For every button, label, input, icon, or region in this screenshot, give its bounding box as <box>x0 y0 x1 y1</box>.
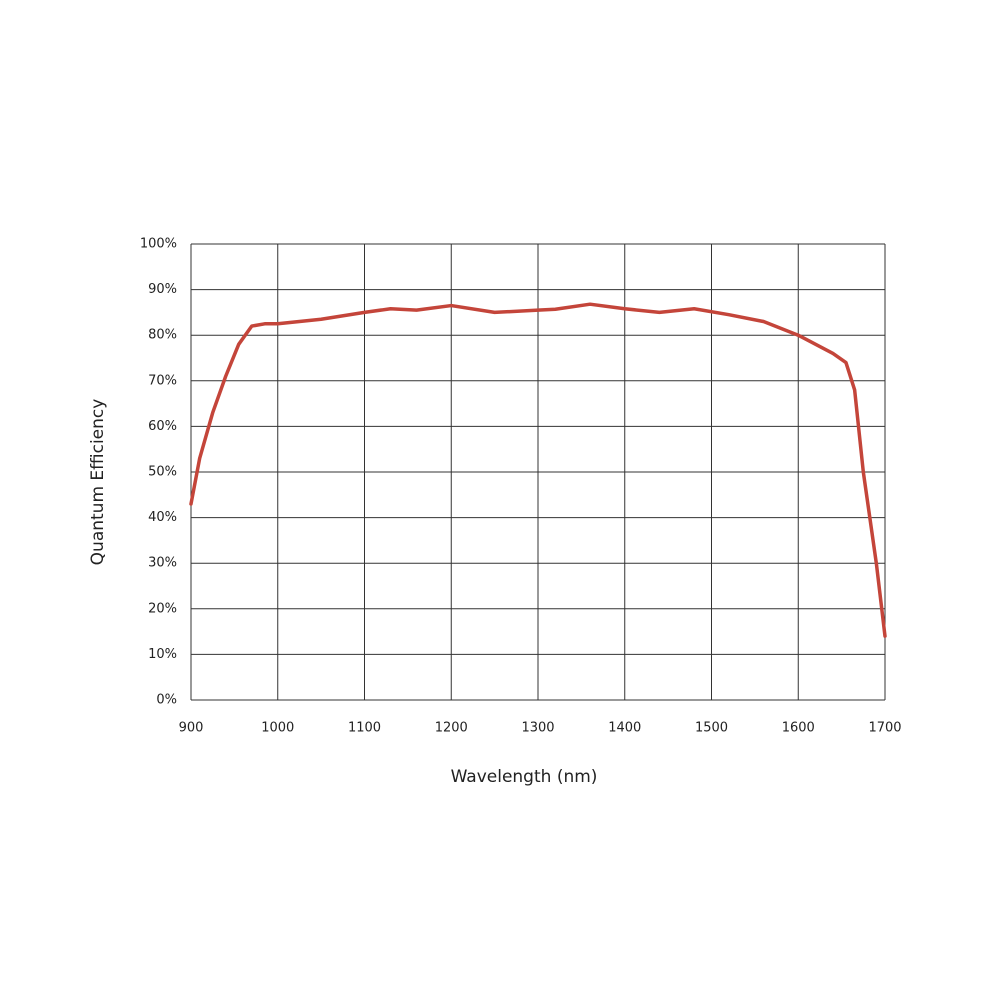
x-tick-label: 1700 <box>868 721 901 736</box>
x-tick-label: 1600 <box>782 721 815 736</box>
data-line <box>189 302 887 638</box>
y-tick-label: 50% <box>148 465 177 480</box>
x-tick-label: 1300 <box>521 721 554 736</box>
y-tick-label: 60% <box>148 419 177 434</box>
y-tick-label: 90% <box>148 282 177 297</box>
x-axis-label: Wavelength (nm) <box>451 767 598 787</box>
x-tick-label: 1500 <box>695 721 728 736</box>
y-axis-label: Quantum Efficiency <box>88 399 108 566</box>
y-tick-label: 40% <box>148 510 177 525</box>
y-tick-label: 10% <box>148 647 177 662</box>
x-tick-label: 1400 <box>608 721 641 736</box>
x-tick-label: 1200 <box>435 721 468 736</box>
y-tick-label: 20% <box>148 601 177 616</box>
x-tick-label: 900 <box>179 721 204 736</box>
y-tick-label: 30% <box>148 556 177 571</box>
x-tick-label: 1100 <box>348 721 381 736</box>
y-tick-label: 70% <box>148 373 177 388</box>
x-tick-label: 1000 <box>261 721 294 736</box>
y-tick-label: 80% <box>148 328 177 343</box>
y-tick-label: 100% <box>140 237 177 252</box>
y-tick-label: 0% <box>156 693 177 708</box>
